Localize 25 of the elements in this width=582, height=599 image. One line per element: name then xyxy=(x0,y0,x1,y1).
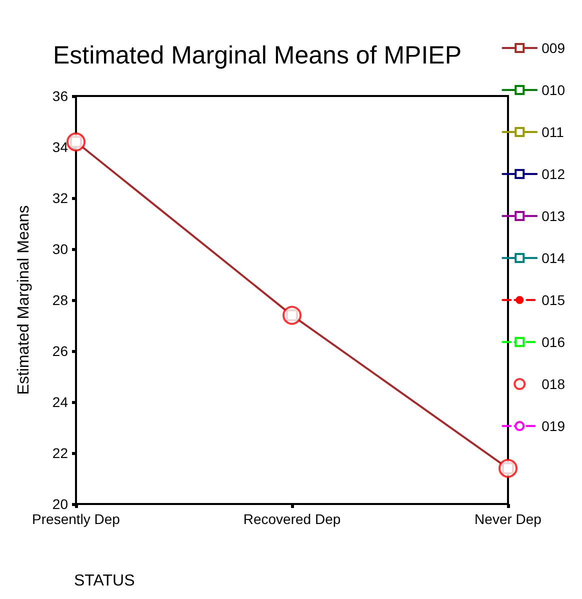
legend-label: 009 xyxy=(542,40,566,56)
legend-label: 010 xyxy=(542,82,566,98)
legend-label: 013 xyxy=(542,208,566,224)
y-axis-title: Estimated Marginal Means xyxy=(16,205,32,395)
legend-label: 018 xyxy=(542,376,566,392)
y-tick-label: 20 xyxy=(52,496,68,512)
y-tick-label: 36 xyxy=(52,88,68,104)
y-tick-label: 32 xyxy=(52,190,68,206)
y-tick-label: 22 xyxy=(52,445,68,461)
y-tick-label: 34 xyxy=(52,139,68,155)
legend-label: 011 xyxy=(542,124,564,140)
y-tick-label: 28 xyxy=(52,292,68,308)
legend-label: 015 xyxy=(542,292,566,308)
legend-label: 012 xyxy=(542,166,566,182)
chart-title: Estimated Marginal Means of MPIEP xyxy=(53,42,462,70)
x-axis-title: STATUS xyxy=(74,572,135,590)
y-tick-label: 30 xyxy=(52,241,68,257)
y-tick-label: 24 xyxy=(52,394,68,410)
legend-label: 016 xyxy=(542,334,566,350)
x-tick-label: Never Dep xyxy=(474,511,542,527)
legend-label: 014 xyxy=(542,250,566,266)
x-tick-label: Presently Dep xyxy=(32,511,120,527)
y-tick-label: 26 xyxy=(52,343,68,359)
x-tick-label: Recovered Dep xyxy=(243,511,341,527)
legend-label: 019 xyxy=(542,418,566,434)
